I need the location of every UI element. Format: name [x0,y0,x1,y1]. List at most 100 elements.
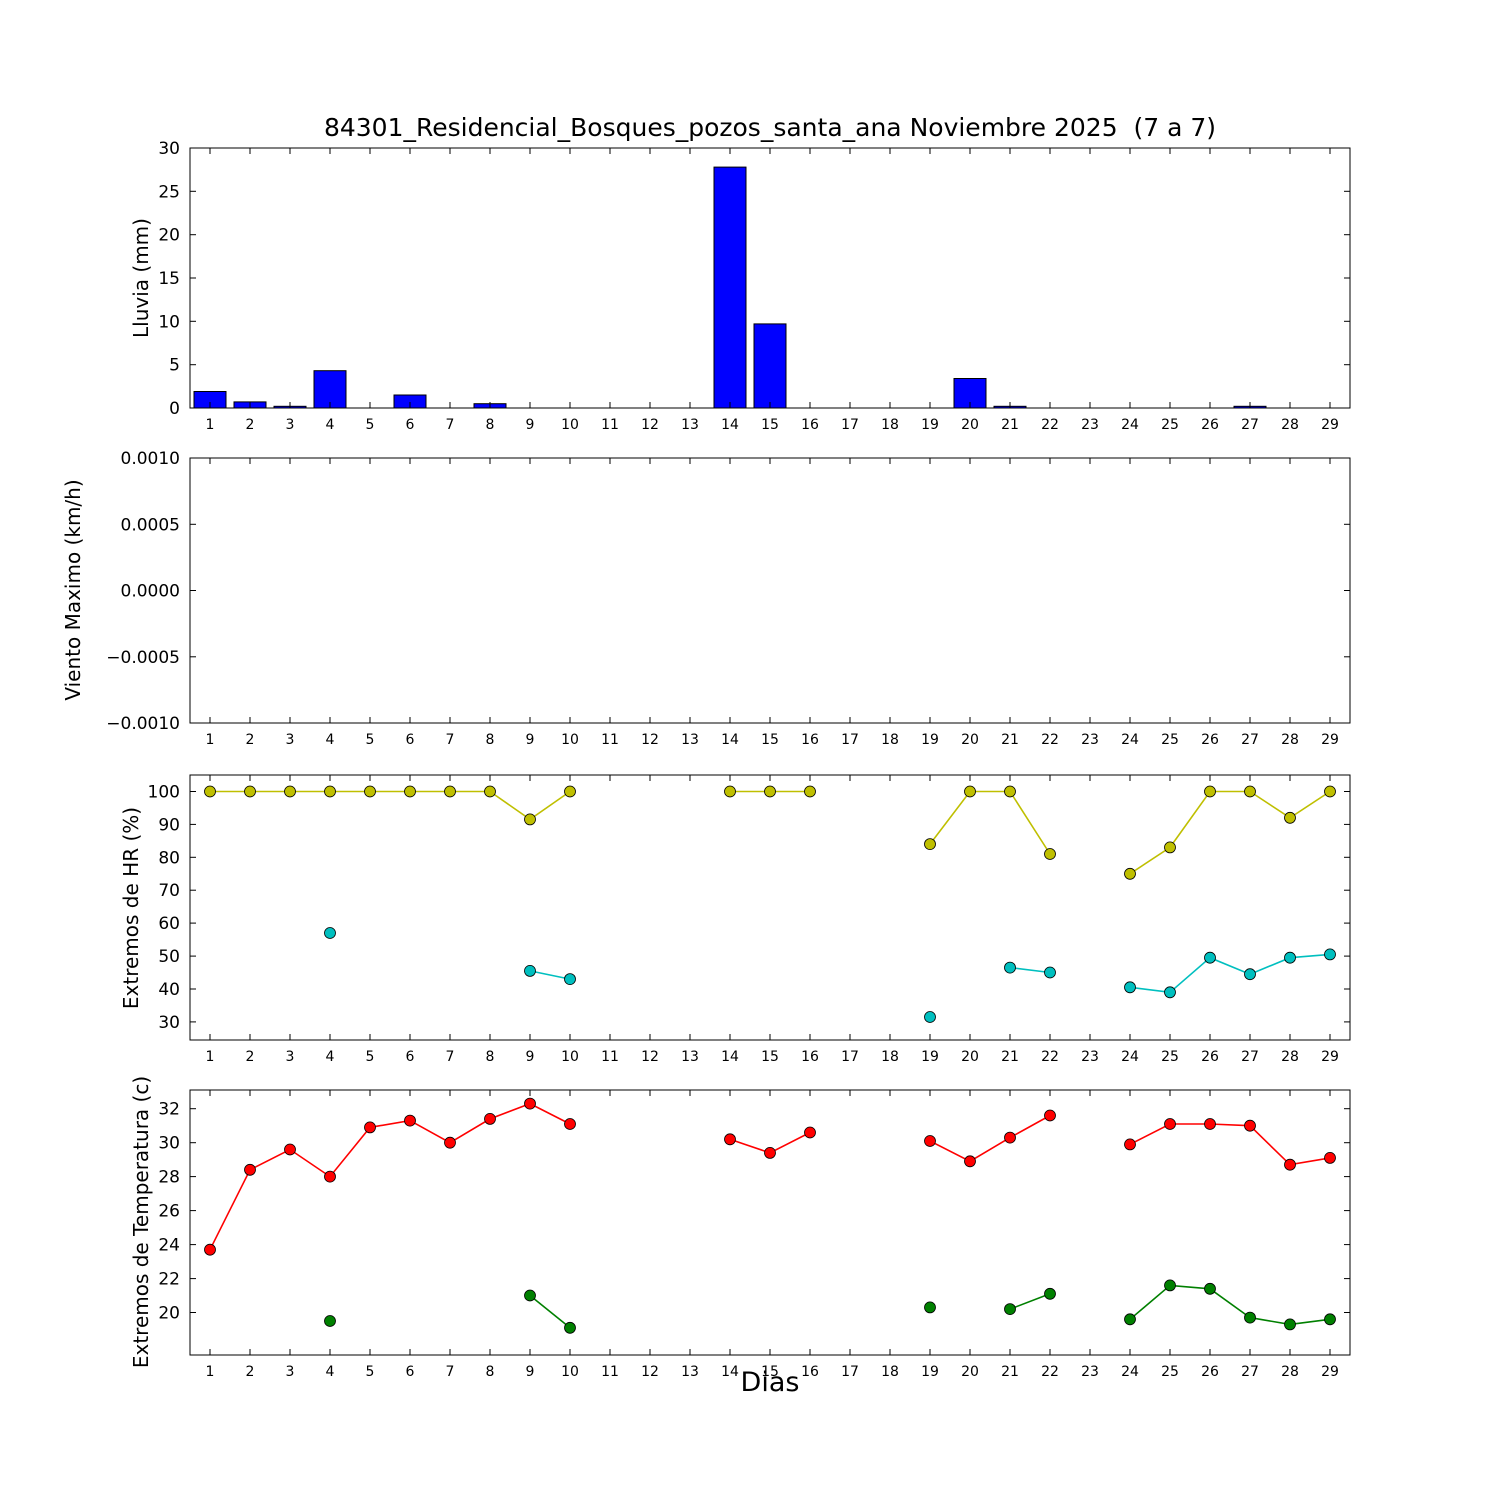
series-line [529,970,571,980]
y-tick-label: 70 [158,881,180,901]
x-tick-label: 4 [326,732,335,748]
data-point-marker [924,838,936,850]
x-tick-label: 4 [326,417,335,433]
data-point-marker [1324,1313,1336,1326]
x-tick-label: 21 [1001,1049,1019,1065]
x-tick-label: 25 [1161,1364,1179,1380]
x-tick-label: 19 [921,1049,939,1065]
series-hr-maxima [204,785,1336,880]
data-point-marker [1164,986,1176,999]
data-point-marker [1124,1313,1136,1326]
x-tick-label: 29 [1321,1049,1339,1065]
x-tick-label: 27 [1241,732,1259,748]
x-tick-label: 25 [1161,417,1179,433]
x-tick-label: 24 [1121,1364,1139,1380]
data-point-marker [964,1155,976,1168]
y-tick-label: 10 [158,312,180,332]
data-point-marker [924,1011,936,1023]
x-tick-label: 26 [1201,1049,1219,1065]
x-tick-label: 10 [561,417,579,433]
axes-frame [189,1089,1351,1356]
data-point-marker [404,1114,416,1127]
x-tick-label: 9 [526,732,535,748]
data-point-marker [284,1143,296,1156]
y-tick-label: 26 [158,1202,180,1222]
data-point-marker [1004,961,1016,974]
x-tick-label: 24 [1121,732,1139,748]
x-tick-label: 27 [1241,417,1259,433]
x-tick-label: 22 [1041,417,1059,433]
x-tick-label: 5 [366,1049,375,1065]
x-tick-label: 3 [286,1364,295,1380]
data-point-marker [564,973,576,985]
data-point-marker [1124,981,1136,994]
x-tick-label: 9 [526,1364,535,1380]
x-tick-label: 3 [286,732,295,748]
data-point-marker [1044,1109,1056,1122]
x-tick-label: 26 [1201,732,1219,748]
x-tick-label: 25 [1161,732,1179,748]
data-point-marker [524,1097,536,1110]
x-tick-label: 21 [1001,417,1019,433]
data-point-marker [1164,1279,1176,1292]
x-tick-label: 16 [801,732,819,748]
x-tick-label: 24 [1121,417,1139,433]
x-tick-label: 29 [1321,1364,1339,1380]
x-tick-label: 14 [721,1049,739,1065]
x-tick-label: 17 [841,1049,859,1065]
data-point-marker [1324,785,1336,798]
data-point-marker [924,1135,936,1147]
x-tick-label: 15 [761,732,779,748]
x-tick-label: 28 [1281,417,1299,433]
data-point-marker [1244,785,1256,798]
y-tick-label: 100 [148,783,180,803]
x-tick-label: 5 [366,417,375,433]
x-tick-label: 5 [366,1364,375,1380]
y-tick-label: 0.0010 [121,449,180,469]
x-tick-label: 6 [406,417,415,433]
data-point-marker [1204,785,1216,798]
data-point-marker [1004,1303,1016,1315]
subplot-temperatura: 1 2 3 4 5 6 7 8 9 10 11 12 13 14 15 16 17 18 19 20 21 22 23 24 2… [158,1089,1351,1380]
data-point-marker [1284,1158,1296,1171]
series-line [209,1102,571,1251]
x-tick-label: 4 [326,1049,335,1065]
data-point-marker [1204,1282,1216,1295]
x-tick-label: 27 [1241,1364,1259,1380]
data-point-marker [524,813,536,826]
y-tick-label: 90 [158,815,180,835]
data-point-marker [324,1315,336,1327]
x-tick-label: 10 [561,1049,579,1065]
x-tick-label: 7 [446,417,455,433]
y-tick-label: 32 [158,1100,180,1120]
x-tick-label: 23 [1081,1049,1099,1065]
x-tick-label: 19 [921,1364,939,1380]
series-line [1129,1123,1331,1166]
data-point-marker [324,927,336,939]
data-point-marker [324,785,336,798]
y-tick-label: 20 [158,226,180,246]
data-point-marker [964,785,976,798]
subplot-hr: 1 2 3 4 5 6 7 8 9 10 11 12 13 14 15 16 17 18 19 20 21 22 23 24 2… [148,774,1351,1065]
xlabel-dias: Dias [740,1367,800,1398]
data-point-marker [404,785,416,798]
x-tick-label: 11 [601,1364,619,1380]
x-tick-label: 2 [246,732,255,748]
series-line [529,1294,571,1329]
data-point-marker [1284,951,1296,964]
series-line [929,1114,1051,1163]
data-point-marker [724,1133,736,1146]
data-point-marker [324,1170,336,1183]
series-line [1129,1284,1331,1326]
x-tick-label: 13 [681,1049,699,1065]
data-point-marker [804,1126,816,1139]
data-point-marker [1124,867,1136,880]
data-point-marker [564,785,576,798]
x-tick-label: 18 [881,1049,899,1065]
x-tick-label: 8 [486,417,495,433]
x-tick-label: 9 [526,417,535,433]
series-temp-minima [324,1279,1336,1334]
x-tick-label: 4 [326,1364,335,1380]
y-tick-label: −0.0010 [106,714,180,734]
